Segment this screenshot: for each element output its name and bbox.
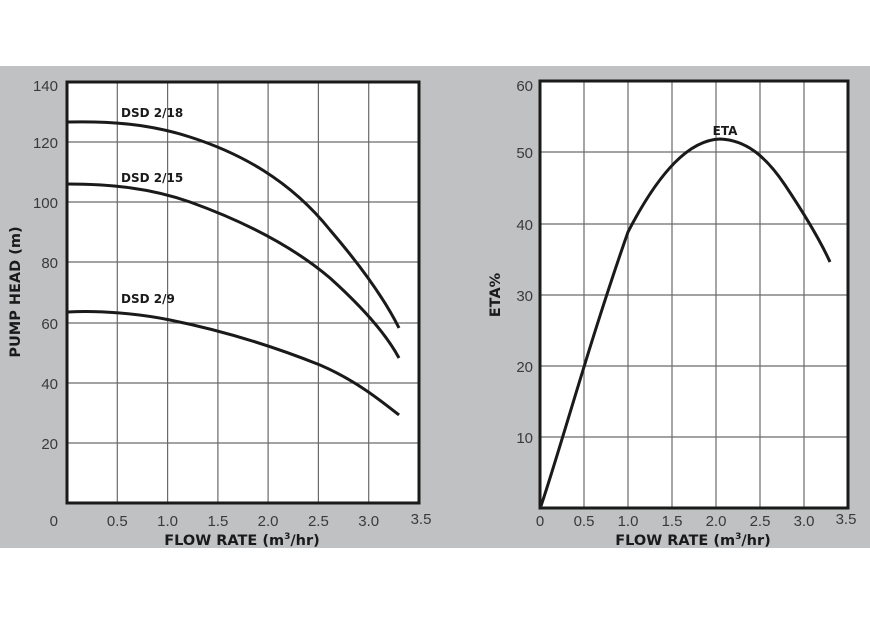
y-axis-label: PUMP HEAD (m) — [8, 226, 24, 357]
grid-lines — [540, 81, 848, 508]
efficiency-chart: ETA 60 50 40 30 20 10 0 0.5 1.0 1.5 2.0 … — [488, 78, 856, 549]
svg-text:0: 0 — [50, 513, 58, 530]
svg-text:40: 40 — [516, 217, 533, 234]
svg-text:40: 40 — [41, 376, 58, 393]
plot-border — [65, 80, 421, 505]
plot-border — [538, 79, 850, 510]
svg-text:3.5: 3.5 — [836, 511, 857, 528]
svg-text:100: 100 — [33, 195, 58, 212]
svg-text:60: 60 — [516, 78, 533, 95]
svg-text:10: 10 — [516, 430, 533, 447]
svg-text:1.0: 1.0 — [157, 513, 178, 530]
y-axis-label: ETA% — [488, 272, 504, 317]
svg-text:0.5: 0.5 — [107, 513, 128, 530]
plot-area — [67, 82, 419, 503]
svg-text:1.0: 1.0 — [618, 513, 639, 530]
x-axis-label: FLOW RATE (m3/hr) — [164, 532, 320, 549]
grid-lines — [67, 82, 419, 503]
svg-text:2.5: 2.5 — [750, 513, 771, 530]
y-axis-ticks: 60 50 40 30 20 10 — [516, 78, 533, 447]
svg-text:2.0: 2.0 — [258, 513, 279, 530]
svg-text:1.5: 1.5 — [207, 513, 228, 530]
svg-text:50: 50 — [516, 145, 533, 162]
label-eta: ETA — [713, 124, 738, 138]
pump-head-chart: DSD 2/18 DSD 2/15 DSD 2/9 140 120 100 80… — [8, 78, 431, 549]
svg-text:20: 20 — [41, 436, 58, 453]
curve-dsd-2-18 — [67, 120, 401, 329]
curve-eta — [539, 137, 832, 507]
svg-text:3.0: 3.0 — [794, 513, 815, 530]
label-dsd-2-9: DSD 2/9 — [121, 292, 175, 306]
svg-text:3.5: 3.5 — [411, 511, 432, 528]
svg-text:140: 140 — [33, 78, 58, 95]
label-dsd-2-15: DSD 2/15 — [121, 171, 183, 185]
svg-text:0: 0 — [536, 513, 544, 530]
svg-text:60: 60 — [41, 316, 58, 333]
svg-text:0.5: 0.5 — [574, 513, 595, 530]
svg-text:1.5: 1.5 — [662, 513, 683, 530]
svg-text:20: 20 — [516, 359, 533, 376]
svg-text:80: 80 — [41, 255, 58, 272]
curve-dsd-2-15 — [67, 182, 401, 359]
y-axis-ticks: 140 120 100 80 60 40 20 0 — [33, 78, 58, 530]
x-axis-ticks: 0.5 1.0 1.5 2.0 2.5 3.0 3.5 — [107, 511, 432, 530]
curve-dsd-2-9 — [67, 309, 400, 417]
label-dsd-2-18: DSD 2/18 — [121, 106, 183, 120]
x-axis-label: FLOW RATE (m3/hr) — [615, 532, 771, 549]
svg-text:120: 120 — [33, 135, 58, 152]
svg-text:30: 30 — [516, 288, 533, 305]
x-axis-ticks: 0 0.5 1.0 1.5 2.0 2.5 3.0 3.5 — [536, 511, 857, 530]
svg-text:2.5: 2.5 — [308, 513, 329, 530]
svg-text:3.0: 3.0 — [358, 513, 379, 530]
svg-text:2.0: 2.0 — [706, 513, 727, 530]
